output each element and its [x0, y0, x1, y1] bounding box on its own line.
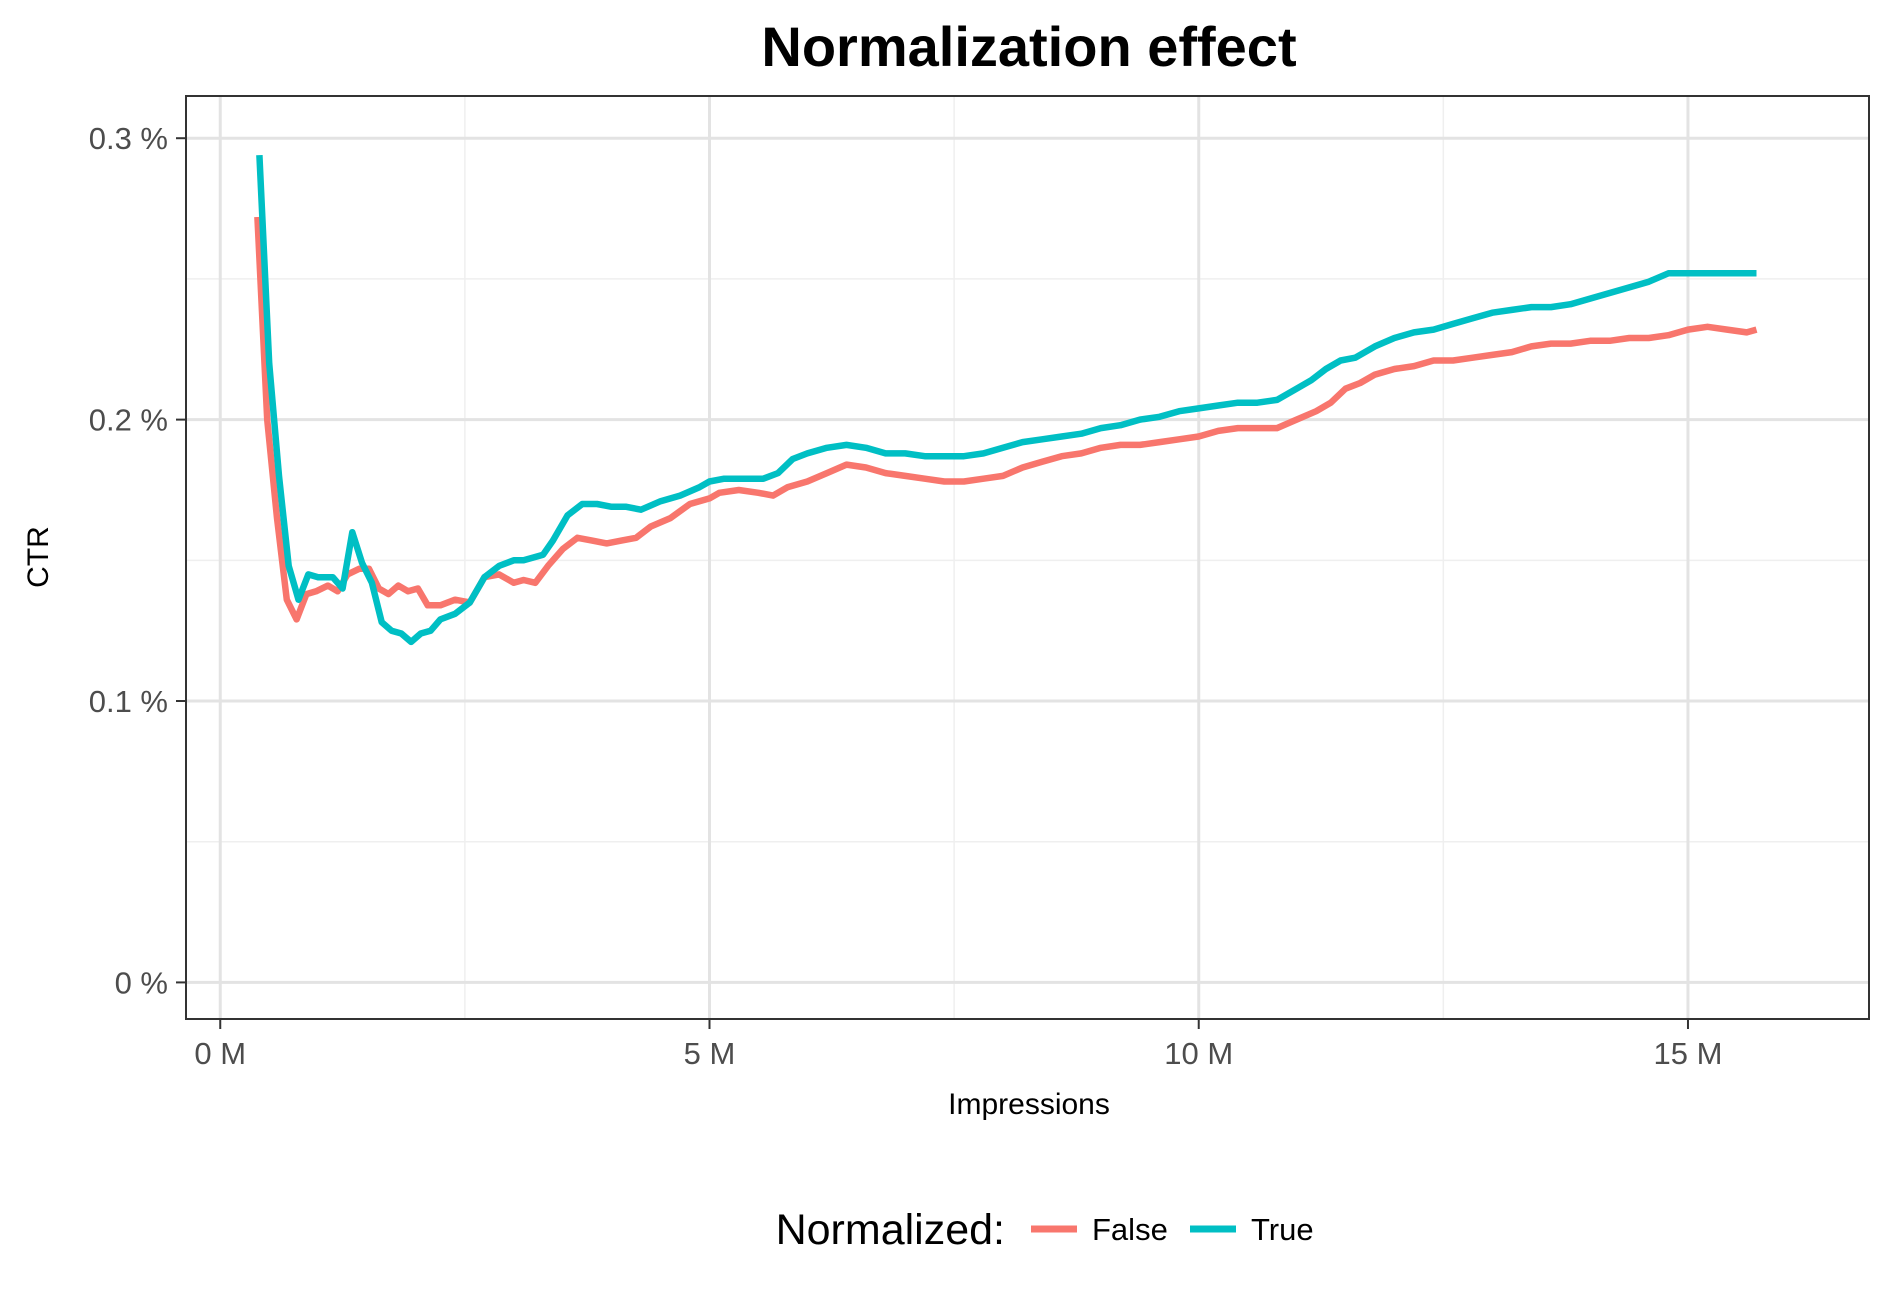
series-line-false	[254, 216, 1758, 623]
x-tick-label: 0 M	[194, 1036, 246, 1071]
y-axis: 0 % 0.1 % 0.2 % 0.3 %	[89, 121, 186, 1000]
x-axis-title: Impressions	[948, 1088, 1110, 1121]
y-axis-title: CTR	[22, 526, 55, 588]
x-tick-label: 5 M	[684, 1036, 736, 1071]
series-layer	[254, 154, 1758, 646]
chart-title: Normalization effect	[761, 15, 1296, 78]
x-axis: 0 M 5 M 10 M 15 M	[194, 1019, 1722, 1071]
legend-title: Normalized:	[776, 1206, 1005, 1254]
y-tick-label: 0.3 %	[89, 121, 168, 156]
legend-label-true: True	[1251, 1212, 1314, 1247]
grid	[186, 96, 1869, 1019]
y-tick-label: 0 %	[115, 965, 168, 1000]
y-tick-label: 0.2 %	[89, 403, 168, 438]
y-tick-label: 0.1 %	[89, 684, 168, 719]
plot-panel-border	[185, 95, 1870, 1020]
series-line-true	[256, 154, 1757, 646]
legend-label-false: False	[1092, 1212, 1168, 1247]
x-tick-label: 10 M	[1164, 1036, 1233, 1071]
x-tick-label: 15 M	[1654, 1036, 1723, 1071]
legend: Normalized: False True	[776, 1206, 1314, 1254]
